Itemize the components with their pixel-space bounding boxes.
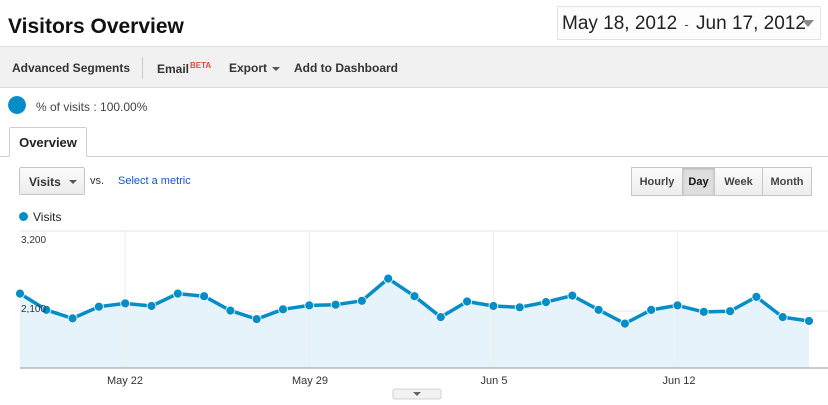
- granularity-day-button[interactable]: Day: [682, 167, 715, 196]
- data-point[interactable]: [593, 305, 604, 315]
- chevron-down-icon[interactable]: [802, 20, 814, 27]
- data-point[interactable]: [672, 300, 683, 311]
- data-point[interactable]: [146, 301, 157, 311]
- pie-chart-icon[interactable]: [8, 96, 26, 114]
- data-point[interactable]: [94, 301, 104, 312]
- date-end: Jun 17, 2012: [696, 13, 806, 34]
- data-point[interactable]: [804, 316, 814, 326]
- metric-select-label: Visits: [29, 175, 61, 189]
- data-point[interactable]: [751, 292, 762, 302]
- data-point[interactable]: [356, 295, 367, 306]
- advanced-segments-button[interactable]: Advanced Segments: [12, 61, 131, 75]
- data-point[interactable]: [567, 290, 578, 301]
- legend-label-visits: Visits: [33, 210, 62, 224]
- export-button[interactable]: Export: [229, 61, 281, 75]
- y-tick-label: 3,200: [21, 235, 46, 246]
- data-point[interactable]: [251, 314, 262, 324]
- expand-handle[interactable]: [392, 388, 442, 400]
- data-point[interactable]: [698, 307, 709, 317]
- data-point[interactable]: [777, 312, 788, 322]
- x-tick-label: May 29: [292, 375, 328, 387]
- export-label: Export: [229, 61, 268, 75]
- add-to-dashboard-button[interactable]: Add to Dashboard: [294, 61, 398, 75]
- email-label: Email: [157, 62, 190, 76]
- series-area: [20, 278, 809, 368]
- area-layer: [20, 278, 809, 368]
- data-point[interactable]: [15, 288, 25, 299]
- chevron-down-icon: [69, 180, 77, 184]
- data-point[interactable]: [409, 291, 420, 302]
- data-point[interactable]: [278, 304, 288, 315]
- data-point[interactable]: [725, 306, 735, 317]
- point-layer: [15, 273, 814, 329]
- metric-select[interactable]: Visits: [19, 167, 85, 195]
- page-title: Visitors Overview: [8, 15, 184, 38]
- x-tick-label: May 22: [107, 375, 143, 387]
- data-point[interactable]: [199, 291, 210, 302]
- x-tick-label: Jun 12: [662, 375, 695, 387]
- select-metric-link[interactable]: Select a metric: [118, 175, 191, 187]
- date-separator: -: [684, 17, 689, 32]
- data-point[interactable]: [67, 313, 78, 324]
- tab-overview[interactable]: Overview: [9, 127, 87, 157]
- granularity-week-button[interactable]: Week: [714, 167, 763, 196]
- data-point[interactable]: [41, 305, 52, 315]
- visits-chart[interactable]: 3,200 2,100 May 22 May 29 Jun 5 Jun 12: [0, 228, 828, 405]
- data-point[interactable]: [120, 298, 131, 309]
- date-range-picker[interactable]: May 18, 2012 - Jun 17, 2012: [557, 6, 821, 40]
- data-point[interactable]: [541, 297, 551, 307]
- x-tick-label: Jun 5: [481, 375, 508, 387]
- legend-swatch: [19, 212, 28, 221]
- toolbar-divider: [142, 57, 143, 79]
- granularity-hourly-button[interactable]: Hourly: [631, 167, 683, 196]
- date-start: May 18, 2012: [562, 13, 678, 34]
- data-point[interactable]: [304, 300, 315, 311]
- y-tick-label: 2,100: [21, 304, 46, 315]
- data-point[interactable]: [646, 305, 657, 315]
- toolbar: Advanced Segments EmailBETA Export Add t…: [0, 46, 828, 88]
- vs-label: vs.: [90, 175, 105, 187]
- data-point[interactable]: [383, 273, 394, 284]
- page-header: Visitors Overview May 18, 2012 - Jun 17,…: [0, 0, 828, 46]
- chevron-down-icon: [272, 66, 281, 71]
- tabs-divider: [0, 156, 828, 157]
- data-point[interactable]: [172, 288, 183, 299]
- segment-percent-text: % of visits : 100.00%: [36, 100, 148, 114]
- expand-handle-icon: [413, 392, 421, 396]
- data-point[interactable]: [435, 312, 446, 322]
- granularity-month-button[interactable]: Month: [762, 167, 812, 196]
- data-point[interactable]: [514, 302, 525, 313]
- data-point[interactable]: [330, 299, 341, 310]
- beta-badge: BETA: [190, 61, 212, 70]
- data-point[interactable]: [620, 318, 630, 329]
- data-point[interactable]: [225, 305, 236, 316]
- data-point[interactable]: [488, 301, 499, 311]
- data-point[interactable]: [462, 296, 473, 307]
- email-button[interactable]: EmailBETA: [157, 61, 211, 76]
